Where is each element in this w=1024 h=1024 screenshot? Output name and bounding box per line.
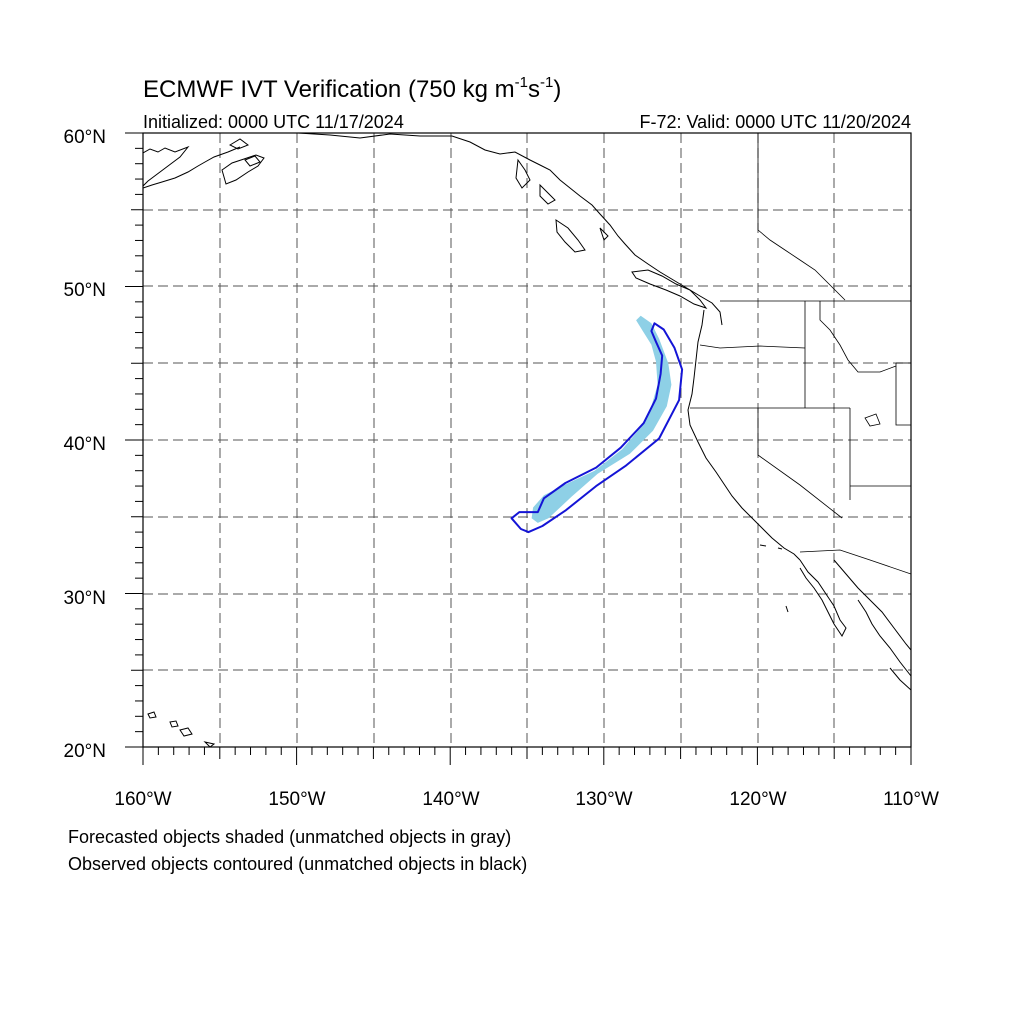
lat-label-40: 40°N: [64, 434, 106, 455]
initialized-label: Initialized: 0000 UTC 11/17/2024: [143, 112, 404, 132]
lon-label-160w: 160°W: [114, 789, 171, 810]
footnote-forecast: Forecasted objects shaded (unmatched obj…: [68, 827, 511, 847]
lat-label-20: 20°N: [64, 741, 106, 762]
coastlines: [143, 133, 911, 747]
observed-ivt-contour: [510, 322, 684, 534]
lat-label-60: 60°N: [64, 127, 106, 148]
latitude-labels: 60°N 50°N 40°N 30°N 20°N: [64, 127, 106, 762]
lon-label-120w: 120°W: [729, 789, 786, 810]
political-borders: [690, 133, 911, 575]
lon-label-150w: 150°W: [268, 789, 325, 810]
map-title: ECMWF IVT Verification (750 kg m-1s-1): [143, 74, 561, 103]
lon-label-110w: 110°W: [883, 789, 939, 810]
grid-lines: [143, 133, 911, 747]
forecast-ivt-object: [531, 315, 672, 523]
footnote-observed: Observed objects contoured (unmatched ob…: [68, 854, 527, 874]
valid-time-label: F-72: Valid: 0000 UTC 11/20/2024: [640, 112, 912, 132]
lon-label-130w: 130°W: [575, 789, 632, 810]
axis-ticks: [125, 132, 912, 765]
lat-label-50: 50°N: [64, 280, 106, 301]
longitude-labels: 160°W 150°W 140°W 130°W 120°W 110°W: [114, 789, 939, 810]
lon-label-140w: 140°W: [422, 789, 479, 810]
lat-label-30: 30°N: [64, 588, 106, 609]
